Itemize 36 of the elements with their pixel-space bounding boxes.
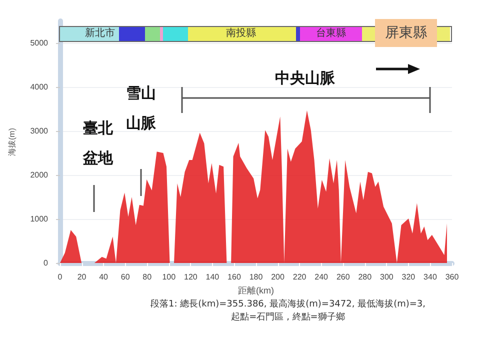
x-tick-label: 40 [99,272,109,282]
annotation: 台東縣 [301,28,361,40]
text: 起點=石門區 , 終點=獅子鄉 [231,312,345,322]
x-tick-label: 160 [228,272,242,282]
x-axis-title: 距離(km) [238,285,274,296]
x-tick-label: 220 [292,272,307,282]
x-tick-label: 20 [77,272,87,282]
x-tick-label: 340 [424,272,438,282]
x-tick-label: 60 [120,272,130,282]
x-tick-label: 120 [184,272,198,282]
x-tick-label: 0 [58,272,63,282]
x-tick-label: 300 [380,272,394,282]
annotation: 中央山脈 [274,69,336,87]
y-axis-title: 海拔(m) [8,128,16,156]
x-tick-label: 200 [271,272,285,282]
x-tick-label: 360 [445,272,460,282]
x-tick-label: 280 [358,272,372,282]
x-tick-label: 80 [142,272,152,282]
annotation: 雪山山脈 [125,83,157,134]
x-tick-label: 140 [206,272,220,282]
annotation: 屏東縣 [375,19,437,47]
annotation: 新北市 [84,28,116,40]
x-tick-label: 100 [162,272,176,282]
x-tick-label: 180 [249,272,264,282]
text: 段落1: 總長(km)=355.386, 最高海拔(m)=3472, 最低海拔(m)=3, [150,298,426,310]
y-tick-label: 5000 [30,38,49,48]
y-tick-label: 4000 [30,82,49,92]
y-tick-label: 1000 [30,214,49,224]
x-tick-label: 320 [402,272,416,282]
annotation: 南投縣 [225,28,257,40]
annotation: 臺北盆地 [82,118,114,169]
y-tick-label: 2000 [30,170,49,180]
x-tick-label: 260 [336,272,350,282]
x-tick-label: 240 [314,272,329,282]
y-tick-label: 3000 [30,126,49,136]
y-tick-label: 0 [44,258,49,268]
